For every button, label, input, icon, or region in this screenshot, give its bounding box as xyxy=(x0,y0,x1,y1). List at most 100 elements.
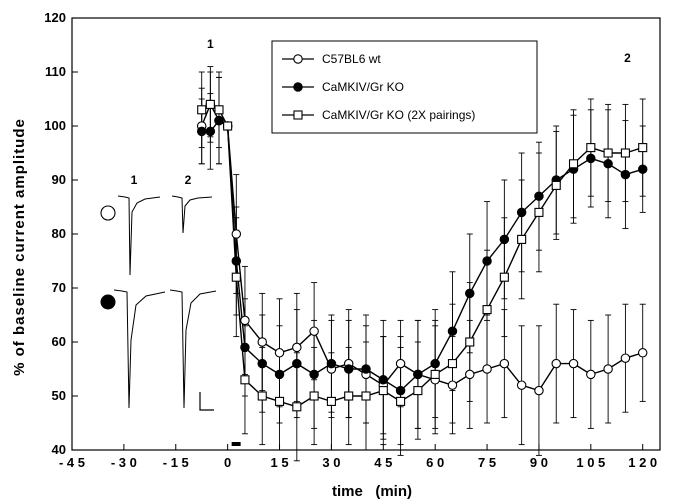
legend: C57BL6 wt CaMKIV/Gr KO CaMKIV/Gr KO (2X pa… xyxy=(271,40,538,134)
data-point xyxy=(292,402,302,412)
data-point xyxy=(551,358,561,369)
y-axis-label: % of baseline current amplitude xyxy=(11,118,28,376)
x-tick-label: 1 5 xyxy=(270,455,288,470)
data-point xyxy=(214,115,224,126)
x-axis-label: time (min) xyxy=(332,483,412,500)
legend-box xyxy=(271,40,538,134)
data-point xyxy=(499,272,509,282)
data-point xyxy=(568,159,579,169)
data-point xyxy=(361,364,371,374)
data-point xyxy=(240,342,250,353)
y-tick-label: 60 xyxy=(52,334,66,349)
data-point xyxy=(517,234,527,244)
data-point xyxy=(326,396,336,406)
data-point xyxy=(430,358,440,369)
data-point xyxy=(292,358,302,369)
data-point xyxy=(240,315,250,326)
x-tick-label: - 3 0 xyxy=(111,455,137,470)
data-point xyxy=(344,391,354,401)
inset-row-marker xyxy=(100,294,116,310)
legend-marker xyxy=(293,54,303,64)
data-point xyxy=(568,358,579,369)
data-point xyxy=(620,169,631,180)
inset-column-label: 1 xyxy=(131,173,138,187)
data-point xyxy=(465,369,475,380)
data-point xyxy=(482,256,492,266)
scale-bar xyxy=(199,392,214,411)
data-point xyxy=(465,288,475,299)
data-point xyxy=(326,358,337,369)
data-point xyxy=(586,143,596,153)
data-point xyxy=(231,272,241,282)
y-tick-label: 120 xyxy=(44,10,66,25)
x-tick-label: 1 0 5 xyxy=(576,455,605,470)
data-point xyxy=(274,396,285,406)
data-point xyxy=(257,337,267,347)
inset-row-marker xyxy=(100,205,116,221)
annotation-label: 2 xyxy=(624,51,631,65)
annotation-label: 1 xyxy=(207,37,214,51)
y-tick-label: 90 xyxy=(52,172,66,187)
inset-column-label: 2 xyxy=(185,173,192,187)
x-tick-label: 6 0 xyxy=(426,455,444,470)
data-point xyxy=(413,386,423,396)
data-point xyxy=(499,234,510,245)
data-point xyxy=(292,342,302,353)
data-point xyxy=(413,369,423,380)
y-tick-label: 110 xyxy=(45,64,66,79)
data-point xyxy=(378,386,388,396)
data-point xyxy=(499,358,510,369)
data-point xyxy=(205,99,215,109)
x-tick-label: 4 5 xyxy=(374,455,392,470)
data-point xyxy=(309,326,319,336)
current-trace xyxy=(113,289,166,409)
legend-label: CaMKIV/Gr KO xyxy=(322,80,404,94)
data-point xyxy=(482,364,492,374)
data-point xyxy=(257,391,267,401)
x-tick-label: 9 0 xyxy=(530,455,548,470)
y-tick-label: 70 xyxy=(52,280,66,295)
data-point xyxy=(223,121,233,131)
data-point xyxy=(430,369,440,379)
data-point xyxy=(378,375,389,385)
legend-marker xyxy=(293,110,303,120)
data-point xyxy=(196,126,207,137)
data-point xyxy=(534,385,544,396)
x-tick-label: 0 xyxy=(224,455,231,470)
y-tick-label: 80 xyxy=(52,226,66,241)
data-point xyxy=(395,358,406,369)
data-point xyxy=(274,348,285,358)
legend-marker xyxy=(293,82,303,92)
data-point xyxy=(231,256,242,266)
data-point xyxy=(603,148,613,158)
tick-labels: 40 50 60 70 80 90 100 110 120 - 4 5 - 3 0 - 1 5 0 1 5… xyxy=(44,10,657,470)
x-tick-label: 3 0 xyxy=(322,455,340,470)
data-point xyxy=(257,358,267,369)
annotations: 12 xyxy=(207,37,631,65)
data-point xyxy=(395,385,406,396)
data-point xyxy=(396,396,406,406)
y-tick-label: 40 xyxy=(52,442,66,457)
x-tick-label: - 4 5 xyxy=(59,455,85,470)
current-trace xyxy=(169,289,217,409)
x-tick-label: 7 5 xyxy=(478,455,496,470)
legend-label: C57BL6 wt xyxy=(322,52,381,66)
data-point xyxy=(240,375,250,385)
data-point xyxy=(534,207,544,217)
y-tick-label: 100 xyxy=(44,118,66,133)
data-point xyxy=(637,164,648,174)
data-point xyxy=(586,369,596,380)
data-point xyxy=(637,348,648,358)
data-point xyxy=(482,305,492,315)
data-point xyxy=(465,337,475,347)
data-markers xyxy=(196,99,648,412)
data-point xyxy=(620,148,630,158)
data-point xyxy=(447,359,458,369)
data-point xyxy=(274,369,285,380)
data-point xyxy=(309,391,319,401)
current-trace xyxy=(117,195,161,276)
x-tick-label: 1 2 0 xyxy=(628,455,657,470)
data-point xyxy=(551,180,561,190)
